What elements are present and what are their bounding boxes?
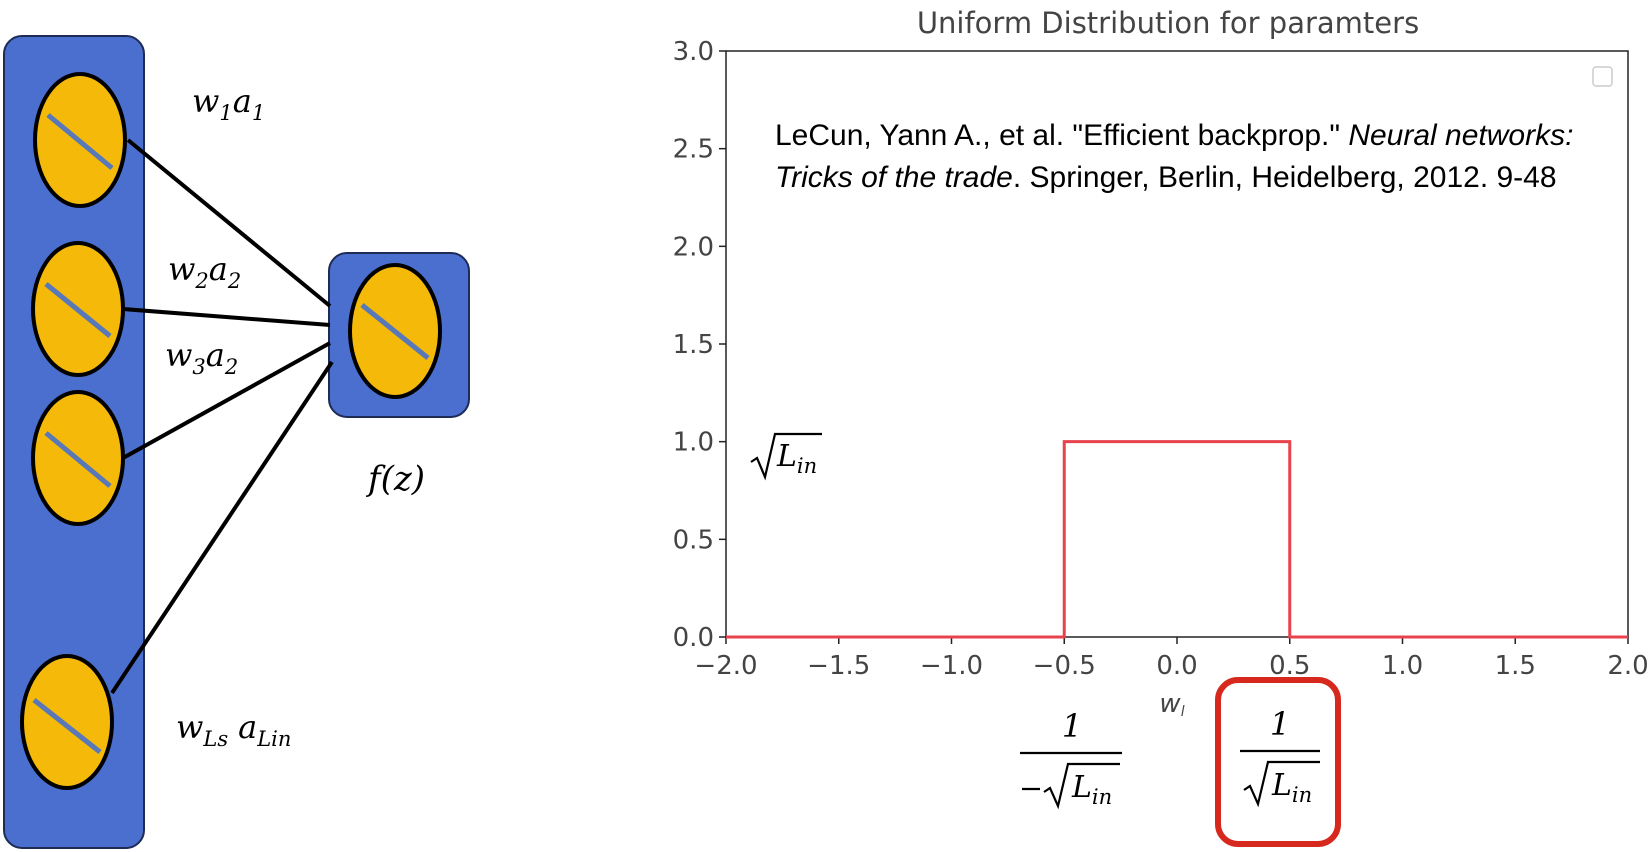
x-tick-label: −2.0	[694, 651, 757, 681]
x-axis-label: wl	[1159, 689, 1184, 720]
upper-sqrt-sign	[1243, 760, 1320, 808]
upper-bound-numerator: 1	[1270, 705, 1290, 743]
chart: Uniform Distribution for paramters 0.00.…	[673, 6, 1649, 720]
plot-area	[725, 50, 1629, 638]
x-tick-label: 1.0	[1382, 651, 1423, 681]
input-node-4	[20, 654, 114, 790]
network-diagram: w1a1 w2a2 w3a2 wLs aLin f(z)	[3, 35, 470, 849]
weight-label-3: w3a2	[165, 336, 238, 379]
uniform-pdf-line	[726, 440, 1628, 639]
y-tick-label: 0.0	[673, 623, 714, 653]
y-tick-label: 3.0	[673, 37, 714, 67]
x-tick-label: −0.5	[1033, 651, 1096, 681]
x-tick-label: 0.5	[1269, 651, 1310, 681]
weight-label-1: w1a1	[192, 82, 265, 125]
y-axis: 0.0 0.5 1.0 1.5 2.0 2.5 3.0	[673, 37, 726, 653]
y-tick-label: 2.0	[673, 232, 714, 262]
lower-sqrt-sign	[1043, 762, 1120, 810]
input-node-1	[33, 72, 127, 208]
connection-3	[122, 341, 331, 460]
connection-1	[126, 138, 332, 308]
lower-bound-denominator: Lin	[1071, 770, 1112, 809]
sqrt-sign	[750, 432, 822, 481]
chart-title: Uniform Distribution for paramters	[917, 6, 1419, 40]
lower-bound-fraction: 1 Lin	[1020, 707, 1122, 810]
output-node	[348, 263, 442, 399]
y-tick-label: 0.5	[673, 525, 714, 555]
connection-2	[122, 307, 331, 327]
upper-bound-denominator: Lin	[1271, 768, 1312, 807]
upper-bound-highlight: 1 Lin	[1215, 677, 1341, 847]
x-tick-label: 2.0	[1607, 651, 1648, 681]
citation: LeCun, Yann A., et al. "Efficient backpr…	[775, 115, 1635, 199]
x-tick-label: 1.5	[1495, 651, 1536, 681]
citation-part1: LeCun, Yann A., et al. "Efficient backpr…	[775, 119, 1349, 152]
weight-label-2: w2a2	[168, 250, 241, 293]
input-node-2	[31, 241, 125, 377]
lower-bound-numerator: 1	[1062, 707, 1082, 745]
weight-label-4: wLs aLin	[176, 708, 291, 751]
highlight-box	[1215, 677, 1341, 847]
y-tick-label: 1.5	[673, 330, 714, 360]
x-tick-label: −1.5	[807, 651, 870, 681]
input-node-3	[31, 390, 125, 526]
citation-italic: Neural networks: Tricks of the trade	[775, 119, 1574, 194]
y-tick-label: 1.0	[673, 428, 714, 458]
x-tick-label: 0.0	[1156, 651, 1197, 681]
legend-box	[1592, 66, 1613, 87]
citation-part2: . Springer, Berlin, Heidelberg, 2012. 9-…	[1012, 161, 1557, 194]
connection-4	[110, 360, 334, 695]
y-tick-label: 2.5	[673, 135, 714, 165]
x-tick-label: −1.0	[920, 651, 983, 681]
output-label: f(z)	[365, 459, 425, 499]
connections	[110, 138, 334, 695]
x-axis: −2.0 −1.5 −1.0 −0.5 0.0 0.5 1.0 1.5 2.0	[694, 637, 1649, 681]
